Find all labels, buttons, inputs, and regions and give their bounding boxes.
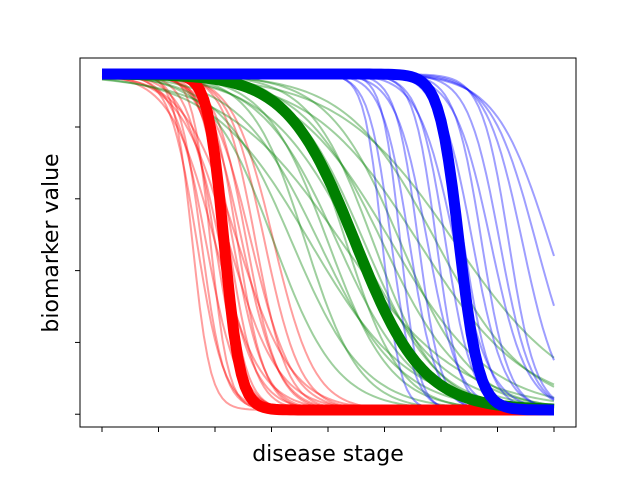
sample-curve	[101, 74, 555, 399]
sample-curve	[101, 73, 555, 359]
x-axis-label: disease stage	[252, 442, 404, 467]
sample-curve	[102, 73, 555, 388]
sample-curve	[102, 73, 555, 400]
y-ticks	[75, 126, 80, 415]
sample-curve	[102, 73, 555, 402]
y-axis-label: biomarker value	[39, 153, 64, 332]
x-ticks	[101, 427, 555, 432]
sample-curve	[101, 74, 555, 386]
mean-curve	[102, 68, 554, 416]
sample-curve	[102, 73, 555, 401]
curves-layer	[101, 68, 555, 416]
